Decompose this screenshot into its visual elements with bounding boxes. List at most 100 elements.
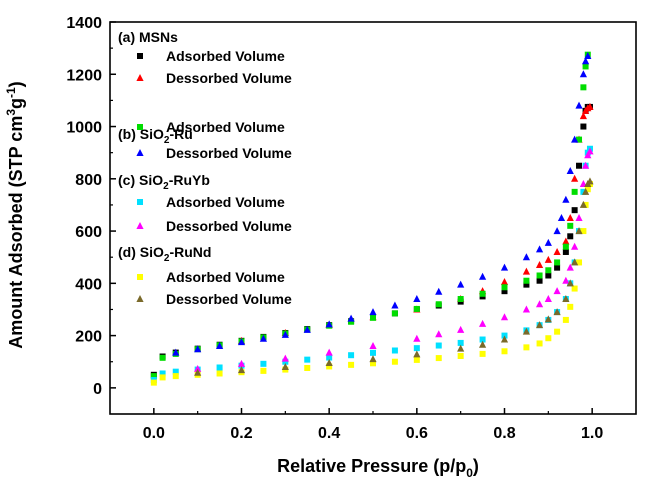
legend-group-title: (d) SiO2-RuNd (118, 244, 211, 264)
legend-item-label: Adsorbed Volume (166, 194, 285, 210)
data-point (260, 368, 266, 374)
y-tick-label: 800 (75, 172, 102, 189)
data-point (583, 63, 589, 69)
data-point (580, 84, 586, 90)
legend-group-title: (a) MSNs (118, 29, 178, 45)
y-tick-label: 600 (75, 224, 102, 241)
data-point (160, 355, 166, 361)
data-point (370, 350, 376, 356)
data-point (567, 214, 574, 221)
data-point (369, 308, 376, 315)
data-point (413, 335, 420, 342)
series-6 (194, 147, 594, 372)
data-point (545, 267, 551, 273)
legend-item-label: Dessorbed Volume (166, 70, 292, 86)
y-tick-label: 0 (93, 381, 102, 398)
data-point (435, 288, 442, 295)
y-tick-label: 1000 (66, 120, 102, 137)
data-point (392, 310, 398, 316)
data-point (572, 286, 578, 292)
x-tick-label: 0.0 (143, 425, 165, 442)
data-point (562, 196, 569, 203)
data-point (563, 249, 569, 255)
data-point (348, 362, 354, 368)
data-point (580, 70, 587, 77)
data-point (479, 273, 486, 280)
data-point (326, 349, 333, 356)
data-point (580, 124, 586, 130)
data-point (563, 317, 569, 323)
data-point (369, 355, 376, 362)
legend-group-title: (c) SiO2-RuYb (118, 172, 210, 192)
data-point (413, 350, 420, 357)
data-point (414, 357, 420, 363)
data-point (536, 261, 543, 268)
data-point (391, 302, 398, 309)
data-point (545, 335, 551, 341)
data-point (370, 315, 376, 321)
data-point (537, 340, 543, 346)
data-point (414, 345, 420, 351)
data-point (502, 348, 508, 354)
x-axis-title-main: Relative Pressure (p/p (277, 456, 466, 476)
data-point (545, 272, 551, 278)
data-point (501, 313, 508, 320)
legend-item-label: Adsorbed Volume (166, 119, 285, 135)
data-point (436, 343, 442, 349)
data-point (392, 347, 398, 353)
y-tick-label: 1200 (66, 67, 102, 84)
data-point (558, 214, 565, 221)
data-point (501, 278, 508, 285)
data-point (160, 374, 166, 380)
data-point (571, 243, 578, 250)
x-tick-label: 1.0 (581, 425, 603, 442)
data-point (523, 344, 529, 350)
data-point (523, 305, 530, 312)
data-point (151, 380, 157, 386)
data-point (554, 248, 561, 255)
y-tick-label: 400 (75, 276, 102, 293)
data-point (567, 223, 573, 229)
y-tick-label: 1400 (66, 15, 102, 32)
data-point (554, 259, 560, 265)
data-point (576, 163, 582, 169)
data-point (567, 167, 574, 174)
data-point (282, 355, 289, 362)
data-point (523, 278, 529, 284)
data-point (536, 245, 543, 252)
data-point (304, 357, 310, 363)
x-tick-label: 0.8 (493, 425, 515, 442)
data-point (545, 256, 552, 263)
data-point (414, 306, 420, 312)
data-point (554, 329, 560, 335)
data-point (554, 265, 560, 271)
data-point (567, 304, 573, 310)
data-point (501, 264, 508, 271)
legend-marker (136, 295, 143, 302)
legend-marker (137, 274, 143, 280)
legend-marker (137, 199, 143, 205)
x-axis-title: Relative Pressure (p/p0) (277, 456, 479, 479)
data-point (435, 330, 442, 337)
data-point (572, 189, 578, 195)
data-point (369, 342, 376, 349)
data-point (571, 175, 578, 182)
data-point (545, 239, 552, 246)
data-point (480, 291, 486, 297)
legend-marker (137, 124, 143, 130)
data-point (457, 281, 464, 288)
data-point (572, 207, 578, 213)
legend-marker (136, 74, 143, 81)
data-point (436, 355, 442, 361)
legend-item-label: Dessorbed Volume (166, 145, 292, 161)
data-point (392, 359, 398, 365)
x-axis-title-end: ) (473, 456, 479, 476)
data-point (260, 361, 266, 367)
data-point (523, 253, 530, 260)
data-point (502, 284, 508, 290)
y-axis-title: Amount Adsorbed (STP cm3g-1) (4, 81, 26, 348)
y-axis-title-end: ) (6, 81, 26, 87)
data-point (536, 300, 543, 307)
y-axis-title-mid: g (6, 98, 26, 109)
